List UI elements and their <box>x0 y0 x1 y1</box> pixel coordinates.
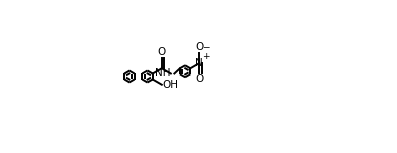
Text: −: − <box>202 43 209 52</box>
Text: O: O <box>158 47 166 57</box>
Text: NH: NH <box>155 69 170 78</box>
Text: +: + <box>202 52 209 61</box>
Text: O: O <box>195 75 204 84</box>
Text: N: N <box>195 58 203 68</box>
Text: OH: OH <box>162 80 178 90</box>
Text: O: O <box>195 42 204 52</box>
